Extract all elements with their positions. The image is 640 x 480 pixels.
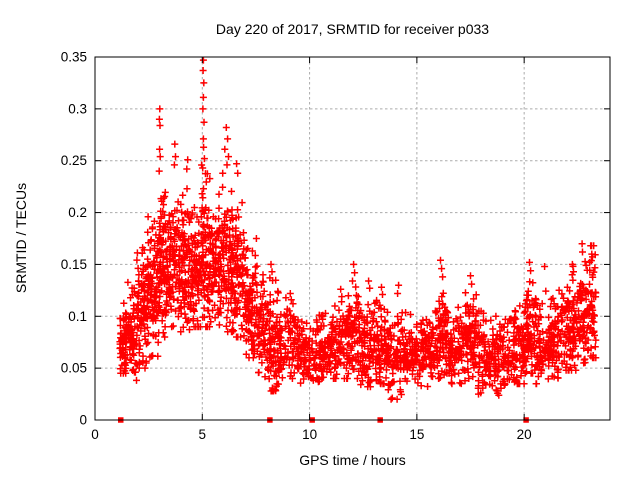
y-tick-label: 0	[79, 413, 87, 428]
y-tick-label: 0.25	[61, 153, 87, 168]
chart-title: Day 220 of 2017, SRMTID for receiver p03…	[215, 21, 490, 37]
y-tick-label: 0.1	[68, 309, 87, 324]
y-tick-label: 0.2	[68, 205, 87, 220]
scatter-points-srmtid	[116, 56, 600, 403]
x-tick-label: 5	[199, 427, 207, 442]
y-tick-label: 0.3	[68, 101, 87, 116]
y-tick-label: 0.05	[61, 361, 87, 376]
plot-border	[94, 56, 611, 421]
x-axis-title: GPS time / hours	[299, 452, 406, 468]
x-tick-label: 0	[91, 427, 99, 442]
x-tick-label: 10	[302, 427, 317, 442]
y-tick-label: 0.15	[61, 257, 87, 272]
x-tick-label: 15	[409, 427, 424, 442]
y-tick-label: 0.35	[61, 50, 87, 65]
x-tick-label: 20	[517, 427, 532, 442]
